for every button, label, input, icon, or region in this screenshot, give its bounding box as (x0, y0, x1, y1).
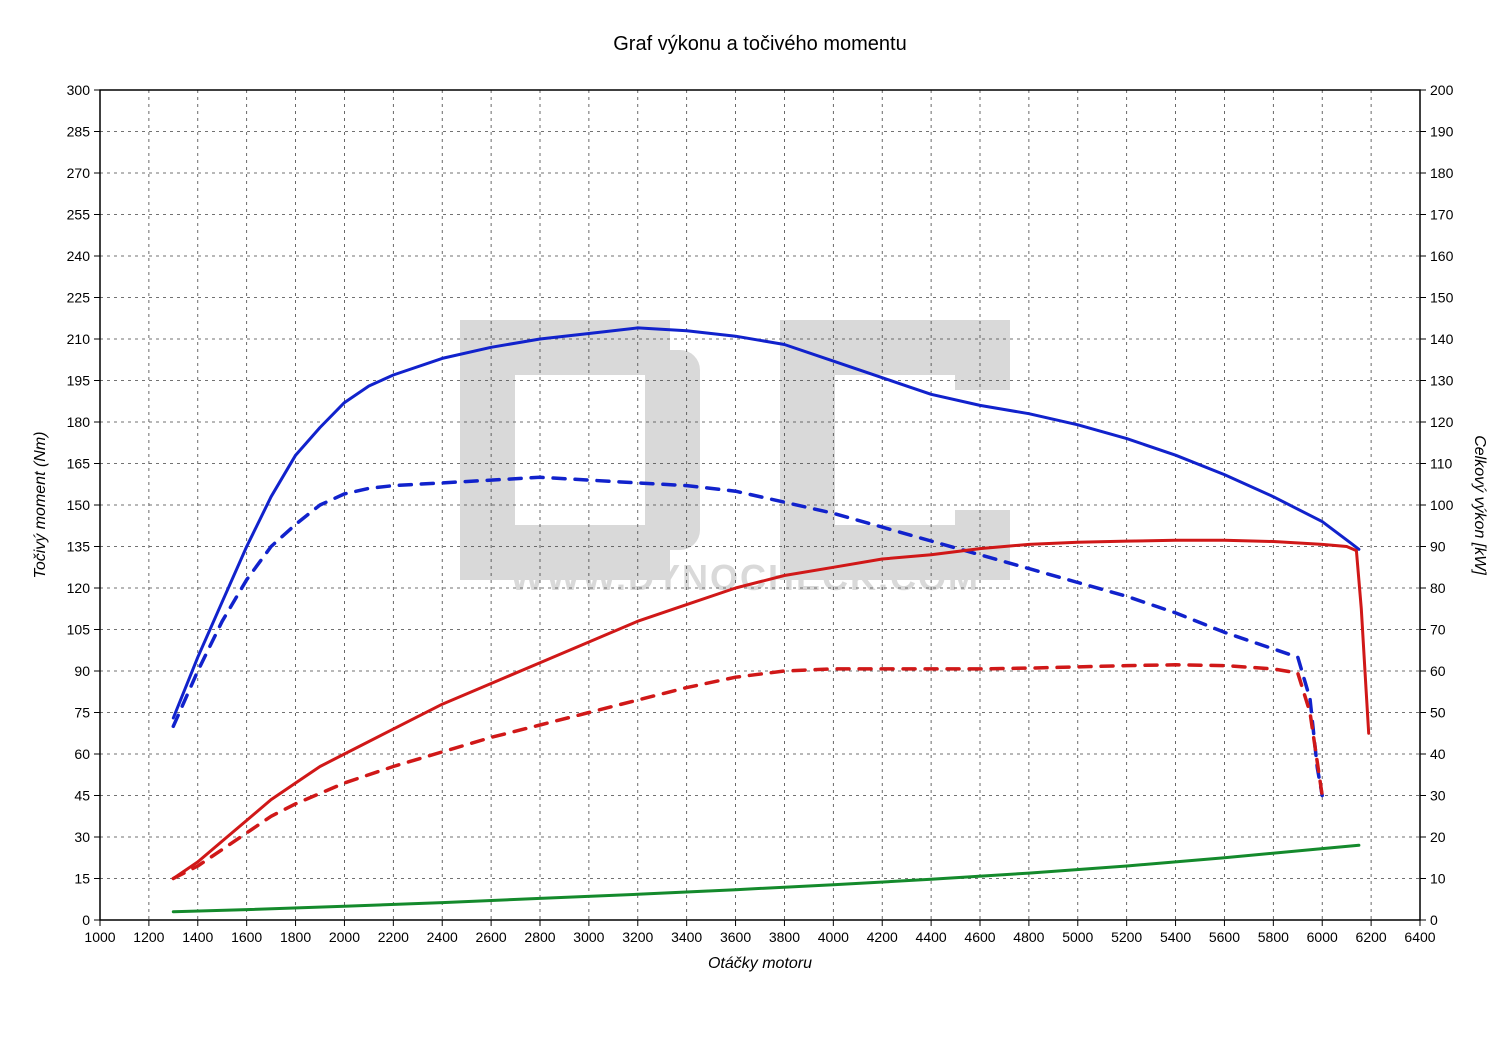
grid (100, 90, 1420, 920)
x-tick-labels: 1000 1200 1400 1600 1800 2000 2200 2400 2600 2800… (84, 929, 1435, 945)
y-right-tick: 150 (1430, 290, 1454, 306)
y-left-tick: 120 (67, 580, 91, 596)
x-tick: 2200 (378, 929, 409, 945)
x-tick: 6400 (1404, 929, 1435, 945)
y-left-tick: 165 (67, 456, 91, 472)
x-tick: 4600 (964, 929, 995, 945)
y-right-tick: 140 (1430, 331, 1454, 347)
x-tick: 1600 (231, 929, 262, 945)
x-tick: 6000 (1307, 929, 1338, 945)
y-right-tick: 160 (1430, 248, 1454, 264)
y-right-tick: 70 (1430, 622, 1446, 638)
x-tick: 4200 (867, 929, 898, 945)
y-right-tick: 170 (1430, 207, 1454, 223)
x-tick: 3000 (573, 929, 604, 945)
y-right-tick-labels: 0 10 20 30 40 50 60 70 80 90 100 110 120 130 140 150 160… (1430, 82, 1454, 928)
y-left-tick: 150 (67, 497, 91, 513)
y-left-tick: 255 (67, 207, 91, 223)
x-tick: 2800 (524, 929, 555, 945)
series-power-stock (173, 665, 1322, 879)
y-left-tick: 225 (67, 290, 91, 306)
x-tick: 3200 (622, 929, 653, 945)
y-left-tick: 195 (67, 373, 91, 389)
x-tick: 3400 (671, 929, 702, 945)
y-right-tick: 60 (1430, 663, 1446, 679)
dyno-chart: Graf výkonu a točivého momentu WWW.DYNOC… (0, 0, 1500, 1041)
x-tick: 5600 (1209, 929, 1240, 945)
y-right-tick: 120 (1430, 414, 1454, 430)
y-left-tick: 210 (67, 331, 91, 347)
series-group (173, 328, 1368, 912)
series-torque-tuned (173, 328, 1359, 718)
y-right-tick: 30 (1430, 788, 1446, 804)
y-right-tick: 0 (1430, 912, 1438, 928)
y-left-tick: 105 (67, 622, 91, 638)
y-right-tick: 130 (1430, 373, 1454, 389)
x-tick: 2600 (476, 929, 507, 945)
y-left-tick: 300 (67, 82, 91, 98)
y-right-tick: 100 (1430, 497, 1454, 513)
x-tick: 4800 (1013, 929, 1044, 945)
y-right-tick: 80 (1430, 580, 1446, 596)
chart-title: Graf výkonu a točivého momentu (613, 33, 906, 55)
x-tick: 5800 (1258, 929, 1289, 945)
x-tick: 2400 (427, 929, 458, 945)
x-tick: 2000 (329, 929, 360, 945)
y-right-tick: 40 (1430, 746, 1446, 762)
y-left-tick-labels: 0 15 30 45 60 75 90 105 120 135 150 165 180 195 210 225… (67, 82, 91, 928)
x-tick: 3800 (769, 929, 800, 945)
y-left-tick: 60 (74, 746, 90, 762)
y-left-tick: 45 (74, 788, 90, 804)
x-tick: 5200 (1111, 929, 1142, 945)
y-right-tick: 180 (1430, 165, 1454, 181)
x-tick: 5400 (1160, 929, 1191, 945)
x-tick: 1400 (182, 929, 213, 945)
watermark-text: WWW.DYNOCHECK.COM (510, 557, 980, 598)
y-right-tick: 20 (1430, 829, 1446, 845)
y-right-axis-label: Celkový výkon [kW] (1471, 435, 1488, 575)
x-axis-label: Otáčky motoru (708, 955, 812, 972)
y-left-tick: 0 (82, 912, 90, 928)
axes (94, 90, 1426, 926)
y-right-tick: 10 (1430, 871, 1446, 887)
x-tick: 5000 (1062, 929, 1093, 945)
y-left-tick: 285 (67, 124, 91, 140)
y-left-tick: 75 (74, 705, 90, 721)
x-tick: 1200 (133, 929, 164, 945)
x-tick: 3600 (720, 929, 751, 945)
series-torque-stock (173, 477, 1322, 795)
y-left-tick: 30 (74, 829, 90, 845)
y-left-tick: 90 (74, 663, 90, 679)
y-right-tick: 90 (1430, 539, 1446, 555)
y-left-tick: 270 (67, 165, 91, 181)
x-tick: 1000 (84, 929, 115, 945)
y-right-tick: 50 (1430, 705, 1446, 721)
y-left-axis-label: Točivý moment (Nm) (32, 432, 49, 579)
y-left-tick: 15 (74, 871, 90, 887)
y-left-tick: 135 (67, 539, 91, 555)
x-tick: 4000 (818, 929, 849, 945)
x-tick: 6200 (1356, 929, 1387, 945)
y-right-tick: 200 (1430, 82, 1454, 98)
x-tick: 1800 (280, 929, 311, 945)
y-right-tick: 110 (1430, 456, 1453, 472)
x-tick: 4400 (916, 929, 947, 945)
y-left-tick: 240 (67, 248, 91, 264)
y-right-tick: 190 (1430, 124, 1454, 140)
y-left-tick: 180 (67, 414, 91, 430)
